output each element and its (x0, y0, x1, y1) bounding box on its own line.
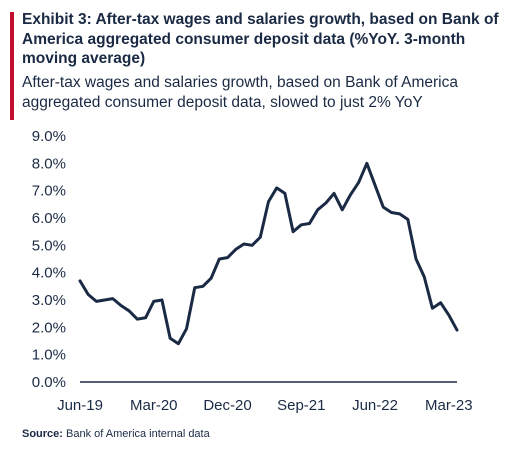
x-tick-label: Sep-21 (277, 397, 325, 414)
x-tick-label: Mar-20 (130, 397, 178, 414)
y-tick-label: 0.0% (32, 374, 66, 391)
x-axis-ticks: Jun-19 Mar-20 Dec-20 Sep-21 Jun-22 Mar-23 (57, 397, 472, 414)
x-tick-label: Dec-20 (203, 397, 251, 414)
x-tick-label: Mar-23 (425, 397, 473, 414)
series-line (78, 161, 459, 346)
chart-title: Exhibit 3: After-tax wages and salaries … (22, 11, 499, 67)
y-tick-label: 1.0% (32, 347, 66, 364)
y-tick-label: 5.0% (32, 237, 66, 254)
x-tick-label: Jun-22 (352, 397, 398, 414)
y-tick-label: 8.0% (32, 155, 66, 172)
y-tick-label: 9.0% (32, 128, 66, 145)
y-tick-label: 4.0% (32, 265, 66, 282)
source-note: Source: Bank of America internal data (22, 428, 210, 440)
source-label: Source: (22, 428, 63, 440)
x-tick-label: Jun-19 (57, 397, 103, 414)
chart-subtitle: After-tax wages and salaries growth, bas… (22, 74, 458, 111)
source-text: Bank of America internal data (66, 428, 210, 440)
y-tick-label: 3.0% (32, 292, 66, 309)
y-axis-ticks: 0.0% 1.0% 2.0% 3.0% 4.0% 5.0% 6.0% 7.0% 8.0% 9.0% (32, 128, 66, 391)
accent-bar (10, 12, 14, 120)
y-tick-label: 6.0% (32, 210, 66, 227)
y-tick-label: 7.0% (32, 183, 66, 200)
y-tick-label: 2.0% (32, 319, 66, 336)
